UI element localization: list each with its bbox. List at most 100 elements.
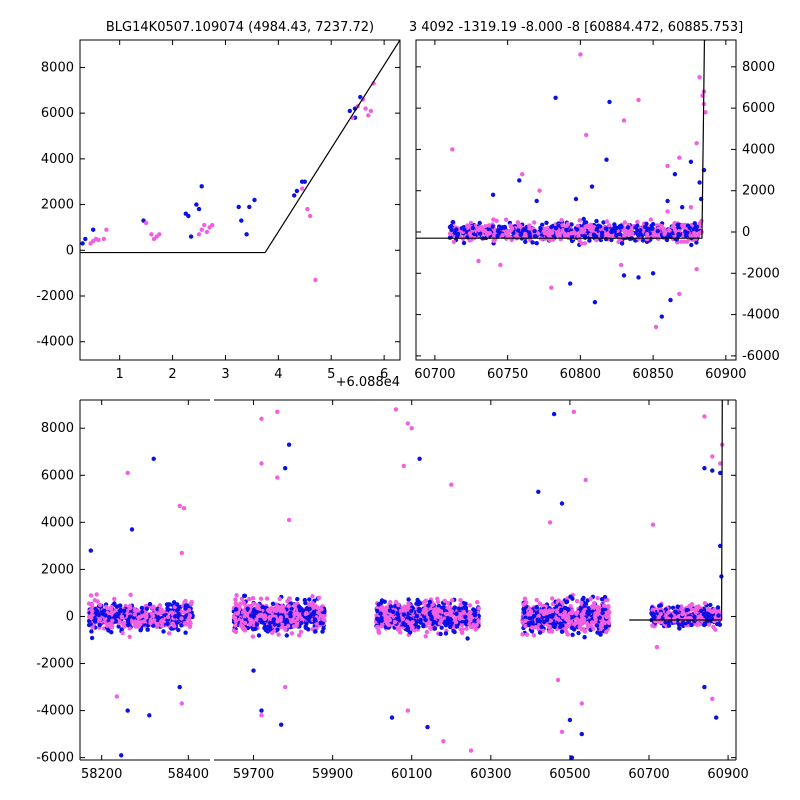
blue-point	[659, 314, 664, 319]
season-point	[145, 627, 150, 632]
season-point	[266, 608, 272, 613]
season-point	[693, 610, 699, 615]
season-point	[303, 600, 308, 606]
season-point	[398, 608, 404, 613]
band-point	[594, 218, 599, 224]
season-point	[254, 622, 260, 627]
season-point	[270, 601, 276, 606]
full-x-ticks: 58200 58400 59700 59900 60100 60300 60500 60700…	[81, 400, 749, 782]
band-point	[590, 226, 595, 231]
season-point	[233, 629, 239, 635]
band-point	[604, 219, 610, 224]
season-point	[423, 611, 428, 616]
season-point	[250, 596, 256, 601]
season-point	[701, 612, 706, 617]
season-point	[110, 618, 115, 623]
season-point	[167, 631, 172, 636]
season-point	[673, 609, 678, 614]
blue-point	[636, 275, 641, 280]
recent-frame	[415, 39, 737, 361]
season-point	[463, 614, 468, 619]
season-point	[132, 612, 137, 617]
season-point	[472, 618, 478, 623]
zoom-x-offset-label: +6.088e4	[336, 375, 400, 390]
pink-point	[401, 463, 406, 469]
season-point	[316, 595, 322, 600]
band-point	[579, 241, 584, 246]
band-point	[527, 223, 532, 228]
pink-point	[520, 172, 525, 177]
season-point	[386, 622, 391, 628]
season-point	[577, 624, 582, 630]
season-point	[161, 629, 166, 634]
season-point	[438, 631, 443, 637]
season-point	[679, 606, 684, 612]
blue-point	[236, 204, 241, 210]
season-point	[460, 630, 465, 635]
season-point	[562, 605, 568, 610]
band-point	[689, 242, 694, 248]
season-point	[144, 606, 150, 611]
band-point	[623, 229, 628, 235]
season-point	[465, 636, 470, 641]
band-point	[683, 233, 689, 238]
y-tick-label: -6000	[742, 349, 780, 364]
blue-point	[194, 202, 199, 207]
season-point	[122, 608, 127, 613]
x-tick-label: 60700	[628, 767, 669, 782]
season-point	[689, 622, 694, 628]
season-point	[319, 607, 324, 612]
season-point	[439, 625, 444, 630]
blue-point	[251, 668, 256, 673]
pink-point	[621, 118, 627, 123]
y-tick-label: 2000	[742, 184, 775, 199]
season-point	[568, 610, 574, 616]
season-point	[90, 608, 95, 614]
season-point	[416, 624, 421, 630]
season-point	[271, 619, 276, 624]
season-point	[307, 597, 312, 602]
season-point	[566, 615, 571, 620]
band-point	[532, 234, 538, 239]
band-point	[619, 224, 624, 230]
season-point	[295, 596, 300, 602]
season-point	[311, 609, 317, 615]
season-point	[534, 597, 539, 603]
pink-point	[476, 258, 481, 264]
blue-point	[252, 197, 257, 203]
band-point	[633, 225, 638, 230]
band-point	[656, 236, 661, 241]
season-point	[451, 628, 456, 634]
band-point	[544, 220, 549, 225]
band-point	[584, 223, 590, 229]
x-tick-label: 4	[274, 367, 282, 382]
season-point	[122, 624, 127, 629]
season-point	[306, 602, 312, 607]
season-point	[235, 611, 240, 616]
season-point	[401, 612, 407, 617]
season-point	[406, 615, 411, 620]
season-point	[436, 603, 442, 609]
band-point	[500, 233, 505, 238]
band-point	[699, 218, 704, 224]
band-point	[635, 219, 640, 225]
pink-point	[114, 694, 120, 699]
band-point	[645, 235, 650, 240]
season-point	[464, 619, 469, 624]
season-point	[537, 630, 543, 635]
pink-point	[299, 186, 305, 191]
x-tick-label: 6	[380, 367, 388, 382]
y-tick-label: 0	[66, 243, 74, 258]
pink-point	[559, 729, 565, 734]
season-point	[378, 611, 383, 616]
band-point	[693, 224, 699, 229]
season-point	[574, 611, 579, 616]
band-point	[570, 230, 576, 236]
pink-point	[441, 739, 446, 744]
band-point	[542, 230, 547, 236]
pink-point	[149, 232, 154, 237]
season-point	[447, 604, 452, 609]
season-point	[663, 613, 668, 618]
season-point	[254, 617, 259, 622]
